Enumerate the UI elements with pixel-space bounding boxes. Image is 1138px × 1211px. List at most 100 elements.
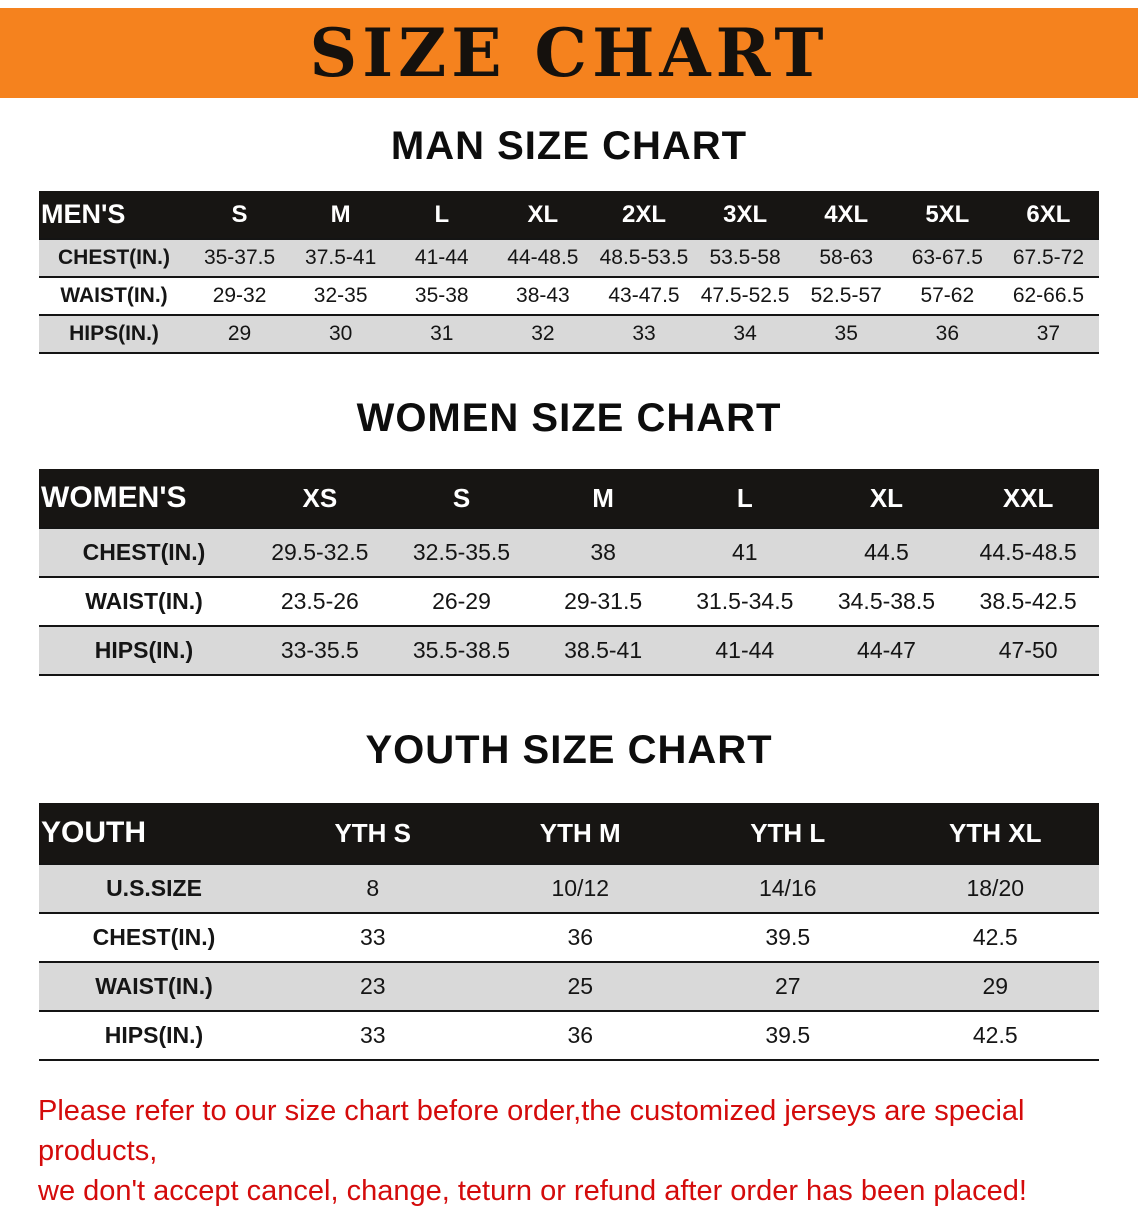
- value-cell: 43-47.5: [608, 284, 680, 307]
- table-row: CHEST(IN.) 33 36 39.5 42.5: [39, 913, 1099, 962]
- table-row: HIPS(IN.) 29 30 31 32 33 34 35 36 37: [39, 315, 1099, 353]
- size-header-cell: 5XL: [896, 191, 998, 239]
- table-title-cell: MEN'S: [39, 191, 189, 239]
- value-cell: 26-29: [432, 588, 491, 614]
- size-header-cell: XS: [249, 469, 391, 528]
- size-header-cell: S: [390, 469, 533, 528]
- man-size-chart-heading: MAN SIZE CHART: [390, 124, 748, 168]
- value-cell: 38: [590, 539, 616, 565]
- value-cell: 35: [834, 322, 858, 345]
- value-cell: 38.5-42.5: [979, 588, 1077, 614]
- value-cell: 10/12: [551, 875, 610, 901]
- size-header-cell: 2XL: [593, 191, 695, 239]
- row-label-cell: U.S.SIZE: [106, 875, 202, 901]
- value-cell: 38.5-41: [564, 637, 643, 663]
- value-cell: 36: [935, 322, 959, 345]
- value-cell: 32: [531, 322, 555, 345]
- value-cell: 35-37.5: [203, 246, 276, 269]
- disclaimer-text: Please refer to our size chart before or…: [38, 1091, 1100, 1211]
- value-cell: 41-44: [715, 637, 775, 663]
- disclaimer-line-1: Please refer to our size chart before or…: [38, 1095, 1025, 1168]
- table-row: U.S.SIZE 8 10/12 14/16 18/20: [39, 864, 1099, 913]
- size-chart-page: SIZE CHART MAN SIZE CHART MEN'S S M L XL 2XL 3…: [0, 8, 1138, 1211]
- size-header-cell: YTH M: [476, 803, 684, 864]
- size-header-cell: L: [673, 469, 816, 528]
- table-row: CHEST(IN.) 29.5-32.5 32.5-35.5 38 41 44.5 44.5…: [39, 528, 1099, 577]
- value-cell: 33: [359, 924, 386, 950]
- table-row: CHEST(IN.) 35-37.5 37.5-41 41-44 44-48.5 48.5…: [39, 239, 1099, 277]
- size-header-cell: 3XL: [694, 191, 796, 239]
- table-title-cell: YOUTH: [39, 803, 269, 864]
- value-cell: 35-38: [414, 284, 469, 307]
- size-header-cell: M: [532, 469, 674, 528]
- value-cell: 30: [328, 322, 353, 345]
- value-cell: 33: [632, 322, 656, 345]
- value-cell: 23: [359, 973, 386, 999]
- value-cell: 38-43: [516, 284, 570, 307]
- value-cell: 62-66.5: [1012, 284, 1085, 307]
- size-header-cell: 6XL: [997, 191, 1099, 239]
- value-cell: 18/20: [966, 875, 1025, 901]
- youth-size-chart-heading: YOUTH SIZE CHART: [365, 728, 773, 772]
- size-header-cell: YTH XL: [891, 803, 1099, 864]
- size-header-cell: XXL: [957, 469, 1099, 528]
- value-cell: 23.5-26: [280, 588, 359, 614]
- value-cell: 36: [567, 924, 594, 950]
- value-cell: 58-63: [819, 246, 874, 269]
- women-size-table: WOMEN'S XS S M L XL XXL CHEST(IN.) 29.5-32.5 32.5…: [39, 469, 1099, 676]
- value-cell: 37: [1036, 322, 1061, 345]
- value-cell: 42.5: [972, 924, 1018, 950]
- value-cell: 29.5-32.5: [271, 539, 369, 565]
- value-cell: 31.5-34.5: [696, 588, 794, 614]
- man-size-chart-section: MAN SIZE CHART MEN'S S M L XL 2XL 3XL 4XL 5XL 6XL…: [0, 124, 1138, 354]
- value-cell: 47.5-52.5: [700, 284, 790, 307]
- table-row: HIPS(IN.) 33-35.5 35.5-38.5 38.5-41 41-44 44-…: [39, 626, 1099, 675]
- value-cell: 53.5-58: [709, 246, 781, 269]
- value-cell: 41-44: [414, 246, 469, 269]
- table-row: WAIST(IN.) 23.5-26 26-29 29-31.5 31.5-34.5 34…: [39, 577, 1099, 626]
- value-cell: 29: [982, 973, 1009, 999]
- value-cell: 14/16: [758, 875, 817, 901]
- size-header-cell: S: [189, 191, 291, 239]
- table-row: HIPS(IN.) 33 36 39.5 42.5: [39, 1011, 1099, 1060]
- women-size-chart-heading: WOMEN SIZE CHART: [356, 396, 782, 440]
- table-header-row: WOMEN'S XS S M L XL XXL: [39, 469, 1099, 528]
- value-cell: 41: [732, 539, 758, 565]
- disclaimer-line-2: we don't accept cancel, change, teturn o…: [38, 1175, 1027, 1208]
- value-cell: 31: [430, 322, 454, 345]
- table-header-row: MEN'S S M L XL 2XL 3XL 4XL 5XL 6XL: [39, 191, 1099, 239]
- value-cell: 36: [567, 1022, 594, 1048]
- value-cell: 34: [733, 322, 757, 345]
- size-header-cell: YTH L: [684, 803, 892, 864]
- value-cell: 42.5: [972, 1022, 1018, 1048]
- row-label-cell: CHEST(IN.): [58, 246, 170, 269]
- value-cell: 44.5-48.5: [979, 539, 1077, 565]
- row-label-cell: HIPS(IN.): [104, 1022, 204, 1048]
- youth-size-chart-section: YOUTH SIZE CHART YOUTH YTH S YTH M YTH L YTH…: [0, 728, 1138, 1061]
- row-label-cell: HIPS(IN.): [94, 637, 194, 663]
- size-header-cell: L: [391, 191, 493, 239]
- value-cell: 29-32: [212, 284, 267, 307]
- size-header-cell: YTH S: [269, 803, 477, 864]
- value-cell: 67.5-72: [1012, 246, 1085, 269]
- row-label-cell: WAIST(IN.): [95, 973, 213, 999]
- value-cell: 52.5-57: [810, 284, 882, 307]
- row-label-cell: WAIST(IN.): [85, 588, 203, 614]
- value-cell: 44-47: [857, 637, 916, 663]
- youth-size-table: YOUTH YTH S YTH M YTH L YTH XL U.S.SIZE 8 10/12…: [39, 803, 1099, 1061]
- value-cell: 47-50: [998, 637, 1058, 663]
- men-size-table: MEN'S S M L XL 2XL 3XL 4XL 5XL 6XL CHEST(IN.) 35-37…: [39, 191, 1099, 354]
- row-label-cell: CHEST(IN.): [92, 924, 216, 950]
- size-header-cell: M: [290, 191, 392, 239]
- value-cell: 37.5-41: [305, 246, 377, 269]
- size-header-cell: XL: [815, 469, 958, 528]
- value-cell: 27: [774, 973, 801, 999]
- value-cell: 48.5-53.5: [599, 246, 689, 269]
- row-label-cell: CHEST(IN.): [82, 539, 206, 565]
- size-header-cell: XL: [492, 191, 594, 239]
- value-cell: 35.5-38.5: [412, 637, 511, 663]
- value-cell: 44.5: [864, 539, 909, 565]
- table-row: WAIST(IN.) 23 25 27 29: [39, 962, 1099, 1011]
- table-header-row: YOUTH YTH S YTH M YTH L YTH XL: [39, 803, 1099, 864]
- value-cell: 39.5: [765, 1022, 811, 1048]
